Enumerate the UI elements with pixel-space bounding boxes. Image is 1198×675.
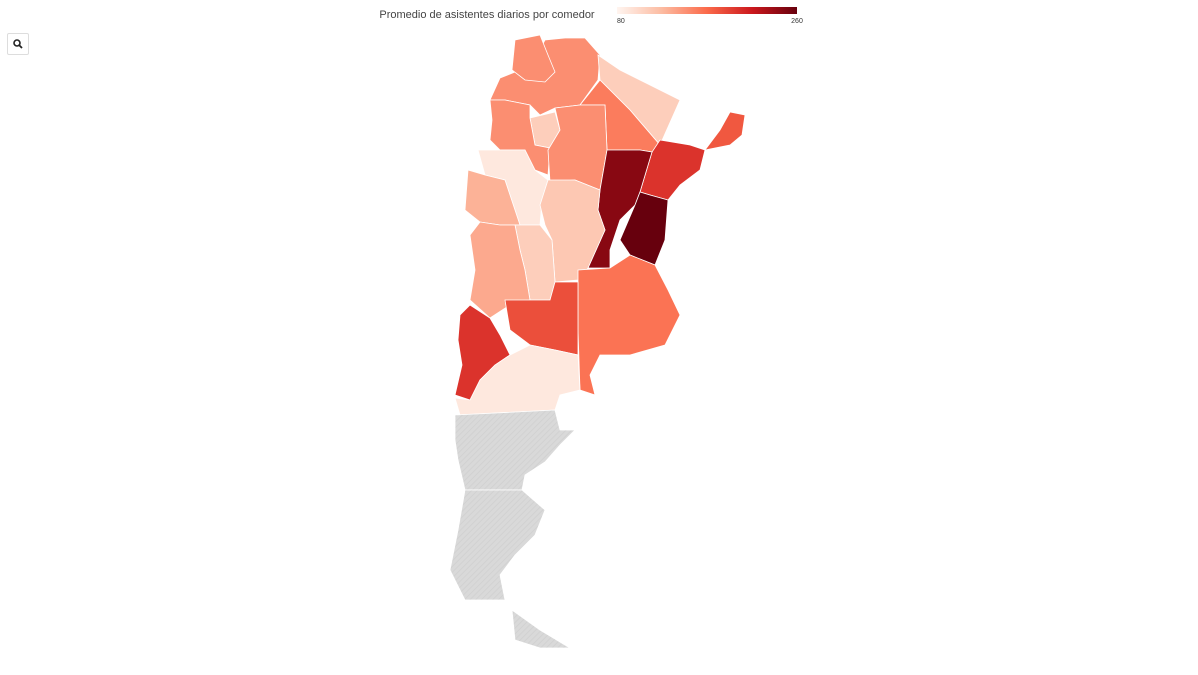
- search-button[interactable]: [7, 33, 29, 55]
- legend-title: Promedio de asistentes diarios por comed…: [379, 9, 595, 21]
- legend-max: 260: [791, 18, 803, 25]
- province: [489, 99, 551, 176]
- province: [469, 221, 531, 319]
- province: [547, 104, 608, 191]
- no-data-region: [511, 609, 572, 649]
- province: [577, 254, 681, 396]
- no-data-region: [454, 409, 576, 491]
- legend-gradient: [617, 7, 797, 14]
- no-data-region: [449, 489, 546, 601]
- legend-min: 80: [617, 18, 625, 25]
- search-icon: [13, 39, 23, 49]
- province: [619, 191, 669, 266]
- province: [511, 34, 556, 83]
- province: [704, 111, 746, 151]
